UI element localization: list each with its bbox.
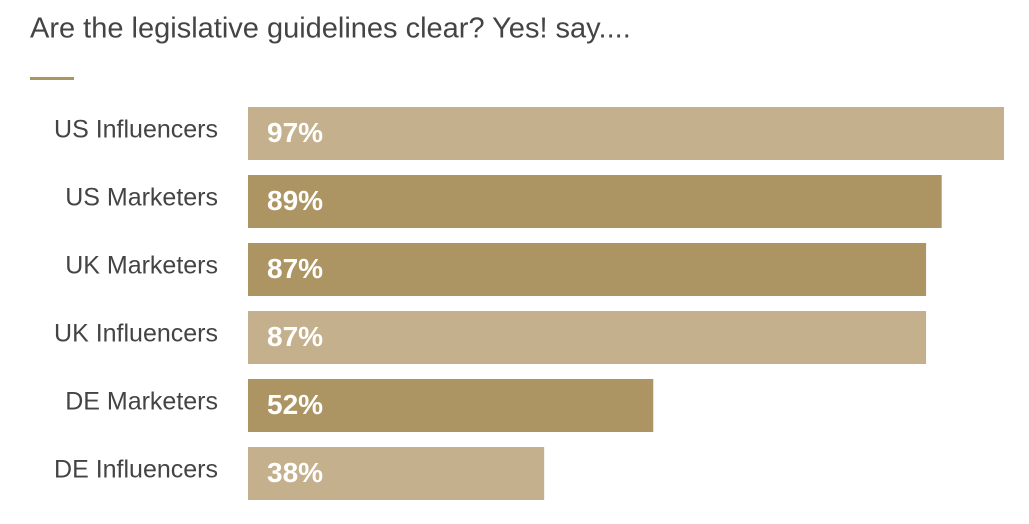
bar [248,311,927,364]
value-label: 38% [267,457,323,488]
category-label: DE Marketers [65,388,218,416]
value-label: 87% [267,253,323,284]
category-label: UK Marketers [65,252,218,280]
category-label: UK Influencers [54,320,218,348]
bar [248,175,942,228]
value-label: 97% [267,117,323,148]
value-label: 87% [267,321,323,352]
value-label: 52% [267,389,323,420]
title-underline [30,77,74,80]
category-label: DE Influencers [54,456,218,484]
category-label: US Influencers [54,116,218,144]
category-label: US Marketers [65,184,218,212]
chart-title: Are the legislative guidelines clear? Ye… [30,13,631,45]
bar [248,107,1005,160]
bar [248,243,927,296]
bar [248,447,545,500]
value-label: 89% [267,185,323,216]
bar [248,379,654,432]
